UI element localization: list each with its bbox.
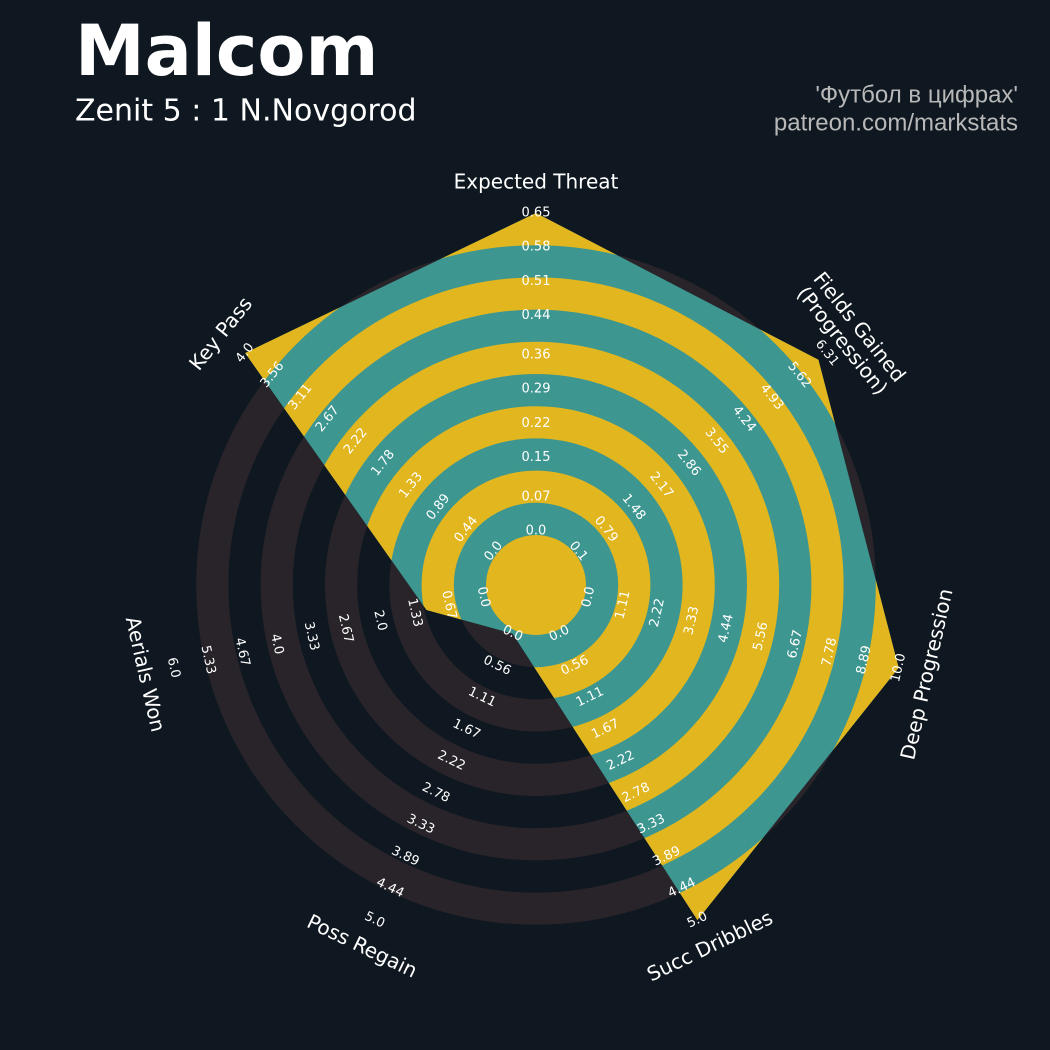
chart-title: Malcom xyxy=(75,10,378,92)
tick-label: 6.0 xyxy=(164,656,183,680)
param-label: Expected Threat xyxy=(454,170,619,194)
tick-label: 0.22 xyxy=(522,416,551,431)
tick-label: 8.89 xyxy=(854,644,875,676)
tick-label: 0.58 xyxy=(522,240,551,255)
tick-label: 0.65 xyxy=(522,206,551,221)
credit: 'Футбол в цифрах' xyxy=(815,81,1018,108)
tick-label: 4.67 xyxy=(232,636,253,668)
tick-label: 5.56 xyxy=(750,621,771,653)
tick-label: 4.44 xyxy=(716,613,737,645)
tick-label: 5.33 xyxy=(197,644,218,676)
tick-label: 0.0 xyxy=(579,585,598,609)
chart-subtitle: Zenit 5 : 1 N.Novgorod xyxy=(75,94,417,129)
tick-label: 3.33 xyxy=(301,621,322,653)
tick-label: 0.07 xyxy=(522,489,551,504)
tick-label: 2.0 xyxy=(370,609,389,633)
tick-label: 0.67 xyxy=(438,589,459,621)
tick-label: 0.15 xyxy=(522,450,551,465)
tick-label: 7.78 xyxy=(819,636,840,668)
tick-label: 2.67 xyxy=(335,613,356,645)
credit: patreon.com/markstats xyxy=(774,109,1018,136)
tick-label: 1.33 xyxy=(404,597,425,629)
tick-label: 0.29 xyxy=(522,382,551,397)
alt-ring xyxy=(486,535,586,635)
tick-label: 3.33 xyxy=(681,605,702,637)
tick-label: 0.51 xyxy=(522,274,551,289)
tick-label: 0.0 xyxy=(474,585,493,609)
tick-label: 2.22 xyxy=(647,597,668,629)
tick-label: 0.36 xyxy=(522,347,551,362)
tick-label: 4.0 xyxy=(267,632,286,656)
tick-label: 0.0 xyxy=(526,524,547,539)
tick-label: 10.0 xyxy=(888,652,909,684)
tick-label: 0.44 xyxy=(522,308,551,323)
tick-label: 1.11 xyxy=(613,589,634,621)
tick-label: 6.67 xyxy=(785,628,806,660)
